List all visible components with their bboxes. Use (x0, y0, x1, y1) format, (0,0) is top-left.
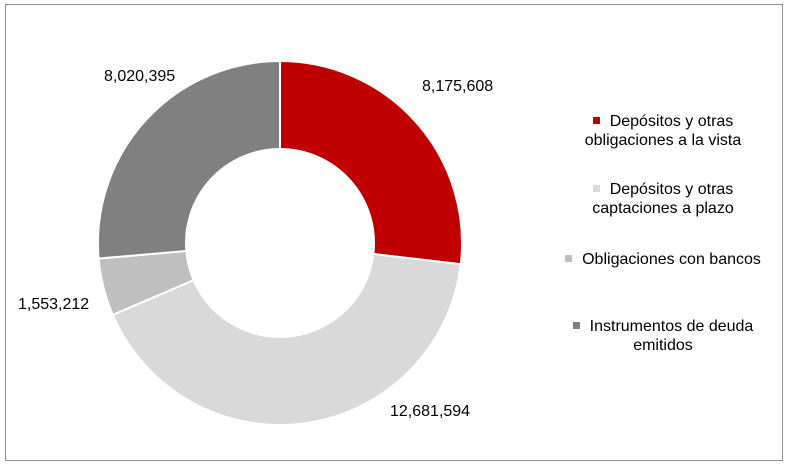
data-label-plazo: 12,681,594 (390, 403, 470, 420)
legend-swatch-instrumentos (572, 322, 580, 329)
donut-slices (97, 59, 463, 426)
slice-plazo (111, 252, 462, 426)
legend-swatch-plazo (592, 185, 600, 192)
data-labels: 8,175,608 12,681,594 1,553,212 8,020,395 (18, 68, 493, 420)
legend-label-plazo: Depósitos y otras captaciones a plazo (592, 181, 734, 217)
legend-swatch-vista (592, 117, 600, 124)
legend-item-vista: Depósitos y otras obligaciones a la vista (548, 112, 778, 150)
legend-label-vista: Depósitos y otras obligaciones a la vista (584, 113, 742, 149)
slice-instrumentos (97, 59, 281, 260)
legend-swatch-bancos (565, 255, 573, 262)
slice-vista (279, 59, 463, 266)
data-label-bancos: 1,553,212 (18, 296, 89, 313)
data-label-vista: 8,175,608 (422, 78, 493, 95)
legend-item-bancos: Obligaciones con bancos (548, 250, 778, 269)
legend-label-instrumentos: Instrumentos de deuda emitidos (589, 318, 754, 354)
legend-item-instrumentos: Instrumentos de deuda emitidos (548, 317, 778, 355)
data-label-instrumentos: 8,020,395 (104, 68, 175, 85)
legend-label-bancos: Obligaciones con bancos (582, 251, 761, 268)
legend-item-plazo: Depósitos y otras captaciones a plazo (548, 180, 778, 218)
